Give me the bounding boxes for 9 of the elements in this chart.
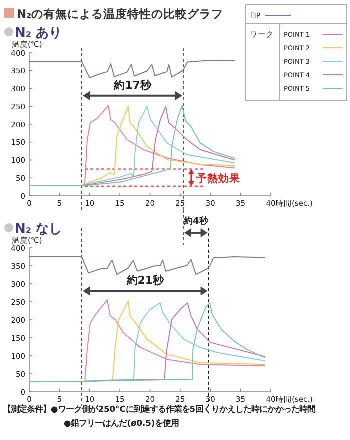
text: 約4秒 xyxy=(183,216,210,227)
chart-title: N₂の有無による温度特性の比較グラフ xyxy=(17,7,224,21)
chart-subtitle: N₂ あり xyxy=(15,26,62,41)
text: 【測定条件】●ワーク側が250°Cに到達する作業を5回くりかえした時にかかった時間 xyxy=(3,404,316,414)
text: ●鉛フリーはんだ(ø0.5)を使用 xyxy=(64,418,180,428)
annotation: 約21秒 xyxy=(126,274,166,288)
chart-subtitle: N₂ なし xyxy=(15,222,62,237)
annotation: 約17秒 xyxy=(113,78,152,92)
annotation: 予熱効果 xyxy=(195,172,242,185)
